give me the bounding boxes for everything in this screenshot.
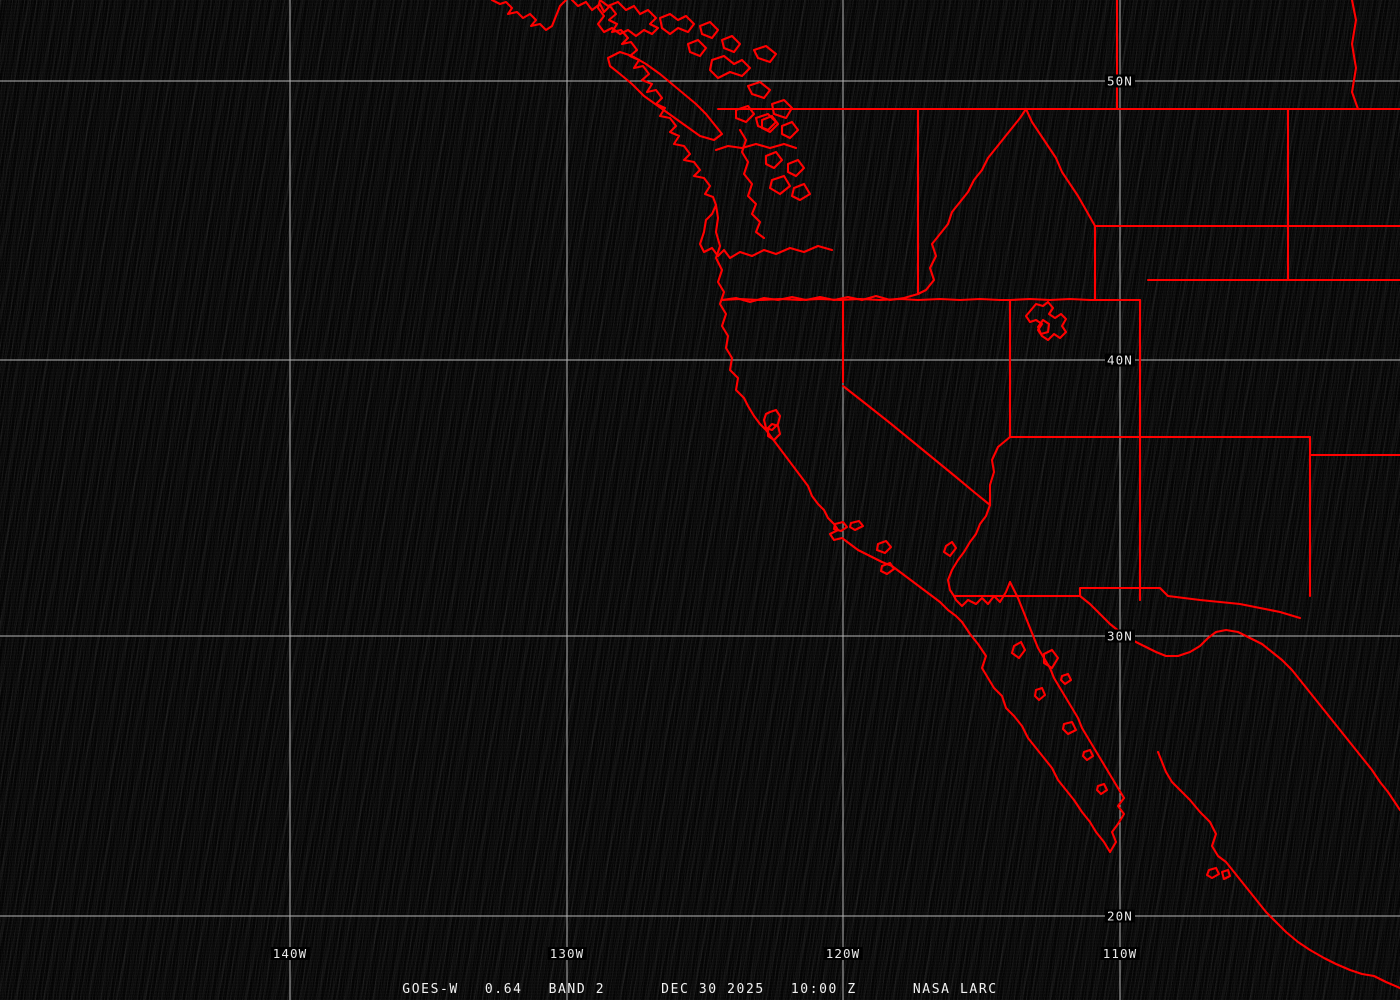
island-san-juan-5 xyxy=(768,174,792,196)
border-idaho-nevada-utah xyxy=(1008,297,1097,302)
geographic-boundaries xyxy=(490,0,1400,990)
island-tiburon xyxy=(1042,648,1060,670)
coastline-washington xyxy=(698,203,834,260)
island-group-north-6 xyxy=(752,44,778,64)
caption-time: 10:00 Z xyxy=(790,981,857,997)
island-group-north-3 xyxy=(720,34,742,54)
lat-label-20n: 20N xyxy=(1105,908,1135,924)
coastline-oregon-california xyxy=(714,203,964,624)
border-oregon-california-nevada xyxy=(720,297,1012,302)
island-channel-2 xyxy=(848,519,865,532)
coastline-baja-california-west xyxy=(960,620,1112,854)
island-san-juan-2 xyxy=(780,120,800,140)
coastline-mexico-sinaloa xyxy=(1156,750,1182,792)
caption-satellite: GOES-W xyxy=(402,981,459,997)
lon-label-110w: 110W xyxy=(1100,946,1140,961)
island-marias-2 xyxy=(1220,868,1232,881)
lon-label-130w: 130W xyxy=(547,946,587,961)
border-nevada-arizona xyxy=(988,435,1012,507)
coastline-hudson-approach xyxy=(1350,0,1360,111)
island-angel-de-la-guarda xyxy=(1010,640,1027,660)
caption-source: NASA LARC xyxy=(912,981,998,997)
island-san-juan-4 xyxy=(786,158,806,178)
island-vancouver xyxy=(606,50,724,142)
inlet-strait-juan-de-fuca xyxy=(714,142,798,152)
border-new-mexico-vertical xyxy=(1308,435,1400,457)
coastline-haida-gwaii xyxy=(596,0,660,38)
island-group-north-1 xyxy=(658,12,696,36)
island-cedros xyxy=(1033,686,1047,702)
island-san-juan-6 xyxy=(790,182,812,202)
lake-tahoe-inner xyxy=(766,422,782,442)
lon-label-140w: 140W xyxy=(270,946,310,961)
island-group-north-9 xyxy=(754,112,778,132)
border-california-arizona xyxy=(946,503,992,598)
lat-label-30n: 30N xyxy=(1105,628,1135,644)
image-caption-bar: GOES-W 0.64 BAND 2 DEC 30 2025 10:00 Z N… xyxy=(0,978,1400,1000)
lake-tahoe xyxy=(762,408,782,432)
island-baja-small-3 xyxy=(1095,782,1109,796)
border-california-nevada-diagonal xyxy=(841,384,992,507)
island-group-north-10 xyxy=(734,104,756,124)
island-baja-small-4 xyxy=(1059,672,1073,686)
island-san-juan-1 xyxy=(760,114,780,134)
lon-label-120w: 120W xyxy=(823,946,863,961)
island-group-north-7 xyxy=(746,80,772,100)
inlet-puget-sound xyxy=(738,128,766,240)
island-san-clemente xyxy=(879,561,896,576)
border-arizona-mexico-step xyxy=(1078,586,1302,620)
lat-label-40n: 40N xyxy=(1105,352,1135,368)
island-group-north-8 xyxy=(770,98,794,120)
island-baja-small-2 xyxy=(1081,748,1095,762)
island-santa-catalina xyxy=(875,539,893,555)
island-group-north-4 xyxy=(686,38,708,58)
coastline-baja-california-east xyxy=(952,580,1126,800)
lake-great-salt xyxy=(1024,300,1068,342)
caption-wavelength: 0.64 xyxy=(484,981,523,997)
caption-band: BAND 2 xyxy=(548,981,606,997)
coastline-baja-california-south-tip xyxy=(1108,796,1126,854)
lat-label-50n: 50N xyxy=(1105,73,1135,89)
island-channel-1 xyxy=(832,520,849,533)
island-group-north-2 xyxy=(698,20,720,40)
caption-date: DEC 30 2025 xyxy=(661,981,765,997)
coastline-british-columbia xyxy=(490,0,718,207)
island-baja-small-1 xyxy=(1061,720,1078,736)
lake-utah xyxy=(1036,318,1051,336)
border-idaho-montana xyxy=(1024,107,1097,228)
island-san-juan-3 xyxy=(764,150,784,170)
border-oregon-idaho xyxy=(916,107,1028,296)
coastline-mexico-mainland xyxy=(1078,594,1400,812)
lake-salton-sea xyxy=(942,540,958,558)
island-group-north-5 xyxy=(708,54,752,80)
island-marias xyxy=(1205,866,1221,880)
coastline-mexico-south xyxy=(1178,788,1400,990)
